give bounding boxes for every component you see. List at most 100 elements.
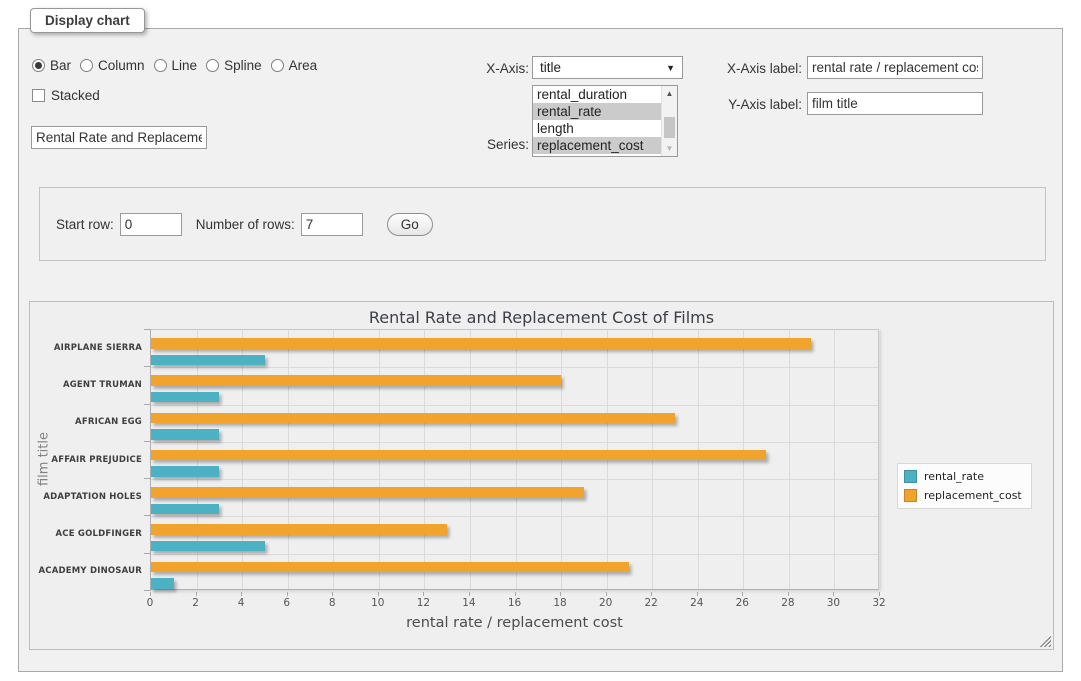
x-tick-label: 12	[417, 597, 430, 609]
x-axis-tickmark	[606, 592, 607, 596]
x-tick-label: 6	[283, 597, 290, 609]
legend-label-rental-rate: rental_rate	[924, 470, 984, 483]
legend-item-rental-rate: rental_rate	[904, 470, 1022, 483]
display-chart-panel: Bar Column Line Spline Area Stacked X-Ax…	[18, 28, 1063, 672]
display-chart-tab[interactable]: Display chart	[30, 8, 145, 33]
xaxis-label-caption: X-Axis label:	[664, 61, 802, 76]
chart-bar	[151, 392, 219, 403]
num-rows-label: Number of rows:	[196, 217, 295, 232]
series-option-replacement-cost[interactable]: replacement_cost	[533, 137, 661, 154]
series-listbox[interactable]: rental_duration rental_rate length repla…	[532, 85, 678, 157]
x-tick-label: 14	[462, 597, 475, 609]
chart-bar	[151, 429, 219, 440]
stacked-checkbox-row[interactable]: Stacked	[32, 88, 100, 103]
x-tick-label: 30	[827, 597, 840, 609]
x-tick-label: 10	[371, 597, 384, 609]
radio-bar-label: Bar	[50, 58, 71, 73]
radio-area-icon[interactable]	[271, 59, 284, 72]
chart-bar	[151, 562, 629, 573]
gridline	[880, 330, 881, 589]
xaxis-label-input[interactable]	[807, 56, 983, 79]
x-axis-tickmark	[697, 592, 698, 596]
x-tick-label: 16	[508, 597, 521, 609]
x-axis-tickmark	[833, 592, 834, 596]
y-category-label: ACADEMY DINOSAUR	[30, 566, 142, 576]
chart-title-input[interactable]	[31, 126, 207, 149]
xaxis-caption: X-Axis:	[419, 61, 529, 76]
x-axis-tickmark	[879, 592, 880, 596]
radio-spline-icon[interactable]	[206, 59, 219, 72]
series-option-rental-duration[interactable]: rental_duration	[533, 86, 661, 103]
x-axis-tickmark	[196, 592, 197, 596]
radio-bar-icon[interactable]	[32, 59, 45, 72]
radio-spline-label: Spline	[224, 58, 262, 73]
chart-bar	[151, 541, 265, 552]
chart-bar	[151, 504, 219, 515]
chart-title: Rental Rate and Replacement Cost of Film…	[30, 308, 1053, 327]
x-axis-tickmark	[332, 592, 333, 596]
series-option-length[interactable]: length	[533, 120, 661, 137]
num-rows-input[interactable]	[301, 213, 363, 236]
chart-bar	[151, 466, 219, 477]
chart-resize-handle-icon[interactable]	[1039, 635, 1051, 647]
radio-bar[interactable]: Bar	[32, 58, 71, 73]
radio-column-label: Column	[98, 58, 145, 73]
start-row-input[interactable]	[120, 213, 182, 236]
gridline	[151, 367, 878, 368]
x-tick-label: 24	[690, 597, 703, 609]
legend-swatch-rental-rate	[904, 470, 917, 483]
go-button[interactable]: Go	[387, 213, 433, 236]
x-tick-label: 2	[192, 597, 199, 609]
x-tick-label: 28	[781, 597, 794, 609]
legend-item-replacement-cost: replacement_cost	[904, 489, 1022, 502]
radio-spline[interactable]: Spline	[206, 58, 262, 73]
y-axis-tickmark	[144, 553, 151, 554]
series-option-rental-rate[interactable]: rental_rate	[533, 103, 661, 120]
chart-bar	[151, 578, 174, 589]
radio-line-icon[interactable]	[154, 59, 167, 72]
x-tick-label: 22	[645, 597, 658, 609]
gridline	[151, 516, 878, 517]
y-category-label: AGENT TRUMAN	[30, 380, 142, 390]
y-axis-tickmark	[144, 590, 151, 591]
radio-column[interactable]: Column	[80, 58, 145, 73]
x-axis-tickmark	[423, 592, 424, 596]
y-axis-tickmark	[144, 329, 151, 330]
chart-bar	[151, 338, 811, 349]
x-axis-tickmark	[788, 592, 789, 596]
chart-x-axis-label: rental rate / replacement cost	[150, 615, 879, 631]
legend-label-replacement-cost: replacement_cost	[924, 489, 1022, 502]
y-axis-tickmark	[144, 478, 151, 479]
row-range-panel: Start row: Number of rows: Go	[39, 187, 1046, 261]
chart-container: Rental Rate and Replacement Cost of Film…	[29, 301, 1054, 650]
x-tick-label: 4	[238, 597, 245, 609]
chart-legend: rental_rate replacement_cost	[897, 463, 1032, 509]
x-tick-label: 20	[599, 597, 612, 609]
x-axis-tickmark	[150, 592, 151, 596]
chart-bar	[151, 413, 675, 424]
scrollbar-thumb[interactable]	[664, 117, 675, 139]
radio-area[interactable]: Area	[271, 58, 318, 73]
x-axis-tickmark	[560, 592, 561, 596]
x-tick-label: 0	[147, 597, 154, 609]
yaxis-label-input[interactable]	[807, 92, 983, 115]
gridline	[789, 330, 790, 589]
gridline	[151, 554, 878, 555]
x-axis-tickmark	[515, 592, 516, 596]
radio-line[interactable]: Line	[154, 58, 198, 73]
x-tick-label: 8	[329, 597, 336, 609]
gridline	[151, 405, 878, 406]
radio-line-label: Line	[172, 58, 198, 73]
xaxis-select-value: title	[540, 60, 561, 75]
chart-bar	[151, 450, 766, 461]
x-axis-tickmark	[378, 592, 379, 596]
radio-column-icon[interactable]	[80, 59, 93, 72]
scroll-down-icon[interactable]: ▼	[662, 141, 677, 156]
xaxis-select[interactable]: title ▼	[532, 56, 683, 79]
x-axis-tickmark	[287, 592, 288, 596]
y-category-label: AIRPLANE SIERRA	[30, 343, 142, 353]
stacked-checkbox[interactable]	[32, 89, 45, 102]
x-tick-label: 26	[736, 597, 749, 609]
chart-bar	[151, 375, 561, 386]
x-axis-tickmark	[469, 592, 470, 596]
